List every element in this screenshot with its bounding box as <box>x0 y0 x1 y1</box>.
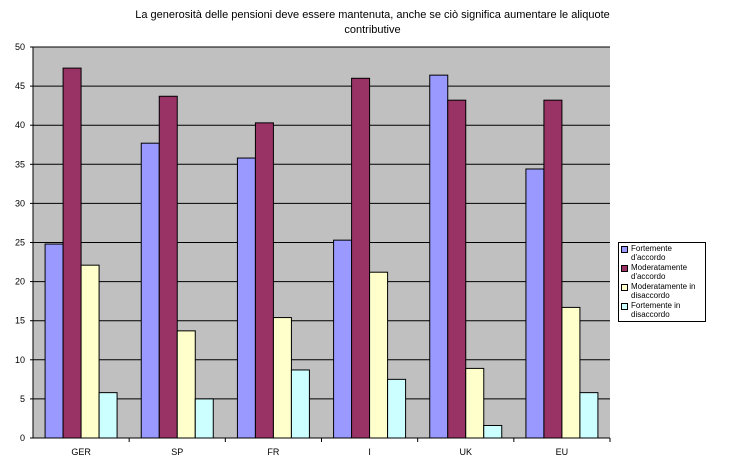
bar-sp-series-2 <box>158 95 178 439</box>
bar-uk-series-3 <box>465 367 485 439</box>
legend-swatch-series-2 <box>621 265 628 272</box>
y-tick-label: 15 <box>15 316 25 326</box>
y-tick-label: 50 <box>15 42 25 52</box>
bar-ger-series-3 <box>80 264 100 439</box>
bar-ger-series-4 <box>98 392 118 439</box>
bar-i-series-4 <box>387 378 407 439</box>
bar-uk-series-1 <box>429 74 449 439</box>
bar-sp-series-3 <box>176 330 196 439</box>
bar-sp-series-4 <box>194 398 214 439</box>
legend-item-series-1: Fortemente d'accordo <box>621 244 703 262</box>
y-tick-label: 0 <box>20 433 25 443</box>
bar-fr-series-4 <box>290 369 310 439</box>
bar-eu-series-2 <box>543 99 563 439</box>
bar-sp-series-1 <box>140 142 160 439</box>
y-tick-label: 35 <box>15 159 25 169</box>
y-tick-label: 45 <box>15 81 25 91</box>
x-tick-label: SP <box>171 447 183 457</box>
legend-swatch-series-4 <box>621 303 628 310</box>
bar-ger-series-1 <box>44 243 64 439</box>
bar-i-series-1 <box>333 239 353 439</box>
legend-item-series-4: Fortemente in disaccordo <box>621 301 703 319</box>
legend-label-series-1: Fortemente d'accordo <box>631 244 672 262</box>
x-tick-label: GER <box>71 447 91 457</box>
bar-uk-series-4 <box>483 424 503 439</box>
x-tick-label: I <box>368 447 371 457</box>
x-tick-label: EU <box>556 447 569 457</box>
chart-title: La generosità delle pensioni deve essere… <box>0 8 745 38</box>
y-tick-label: 5 <box>20 394 25 404</box>
y-tick-label: 25 <box>15 238 25 248</box>
chart-legend: Fortemente d'accordo Moderatamente d'acc… <box>618 242 706 322</box>
chart-title-line-2: contributive <box>344 24 401 36</box>
bar-eu-series-4 <box>579 392 599 439</box>
legend-label-series-2: Moderatamente d'accordo <box>631 263 688 281</box>
legend-label-series-3: Moderatamente in disaccordo <box>631 282 696 300</box>
chart-title-line-1: La generosità delle pensioni deve essere… <box>135 9 610 21</box>
bar-fr-series-3 <box>272 317 292 439</box>
x-tick-label: UK <box>459 447 472 457</box>
bar-i-series-2 <box>351 77 371 439</box>
y-tick-label: 30 <box>15 198 25 208</box>
bar-eu-series-1 <box>525 168 545 439</box>
legend-swatch-series-1 <box>621 246 628 253</box>
y-tick-label: 40 <box>15 120 25 130</box>
legend-item-series-2: Moderatamente d'accordo <box>621 263 703 281</box>
y-tick-label: 10 <box>15 355 25 365</box>
bar-eu-series-3 <box>561 306 581 439</box>
legend-label-series-4: Fortemente in disaccordo <box>631 301 681 319</box>
y-tick-label: 20 <box>15 277 25 287</box>
legend-swatch-series-3 <box>621 284 628 291</box>
bar-ger-series-2 <box>62 67 82 439</box>
x-tick-label: FR <box>267 447 279 457</box>
bar-fr-series-1 <box>236 157 256 439</box>
bar-i-series-3 <box>369 271 389 439</box>
bar-fr-series-2 <box>254 122 274 439</box>
bar-uk-series-2 <box>447 99 467 439</box>
legend-item-series-3: Moderatamente in disaccordo <box>621 282 703 300</box>
